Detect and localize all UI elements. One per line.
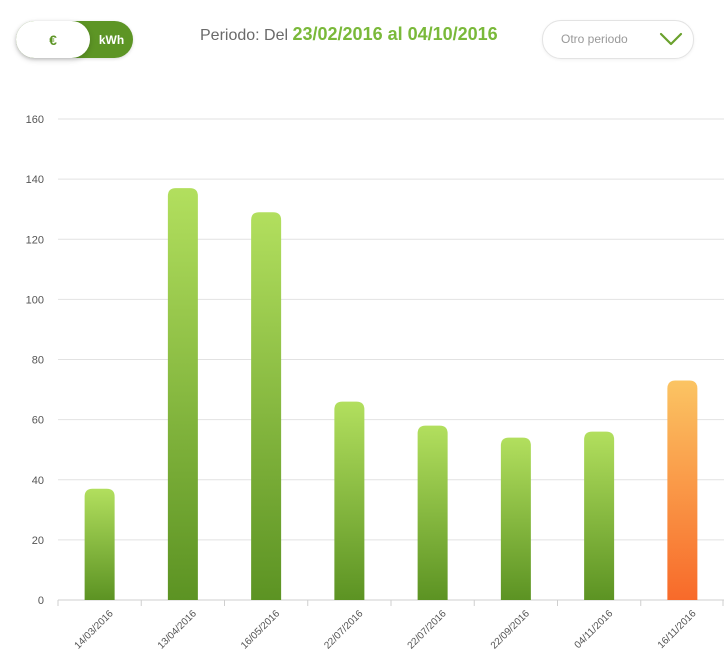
bar[interactable] (251, 212, 282, 600)
chevron-down-icon (659, 32, 683, 46)
x-tick-label: 16/05/2016 (239, 608, 282, 651)
kwh-label: kWh (98, 32, 125, 47)
period-dates: 23/02/2016 al 04/10/2016 (292, 24, 498, 44)
x-tick-label: 14/03/2016 (73, 608, 116, 651)
bar[interactable] (500, 437, 531, 600)
x-tick-label: 16/11/2016 (656, 608, 699, 651)
bar[interactable] (167, 188, 198, 601)
bar[interactable] (417, 425, 448, 600)
x-tick-label: 22/07/2016 (322, 608, 365, 651)
bar[interactable] (334, 401, 365, 600)
y-tick-label: 140 (26, 174, 44, 186)
currency-toggle-option[interactable]: € (16, 21, 90, 58)
period-prefix: Periodo: Del (200, 27, 289, 44)
bar[interactable] (84, 488, 115, 600)
period-text: Periodo: Del 23/02/2016 al 04/10/2016 (200, 24, 498, 45)
y-tick-label: 60 (32, 415, 44, 427)
period-dropdown[interactable]: Otro periodo (542, 20, 694, 59)
y-tick-label: 0 (38, 595, 44, 607)
y-tick-label: 80 (32, 355, 44, 367)
kwh-toggle-option[interactable]: kWh (90, 21, 133, 58)
chart-bars (84, 188, 698, 601)
currency-label: € (49, 31, 57, 48)
y-tick-label: 120 (26, 234, 44, 246)
bar[interactable] (584, 431, 615, 600)
y-tick-label: 40 (32, 475, 44, 487)
y-axis: 0 20 40 60 80 100 120 140 160 (26, 114, 44, 607)
bar[interactable] (667, 380, 698, 600)
x-tick-label: 22/09/2016 (489, 608, 532, 651)
chart-gridlines (58, 118, 724, 601)
x-tick-label: 13/04/2016 (156, 608, 199, 651)
period-dropdown-value: Otro periodo (561, 32, 628, 46)
y-tick-label: 20 (32, 535, 44, 547)
x-axis: 14/03/2016 13/04/2016 16/05/2016 22/07/2016… (57, 600, 724, 652)
y-tick-label: 100 (26, 294, 44, 306)
x-tick-label: 22/07/2016 (406, 608, 449, 651)
y-tick-label: 160 (26, 114, 44, 126)
x-tick-label: 04/11/2016 (573, 608, 616, 651)
unit-toggle[interactable]: € kWh (16, 21, 133, 58)
